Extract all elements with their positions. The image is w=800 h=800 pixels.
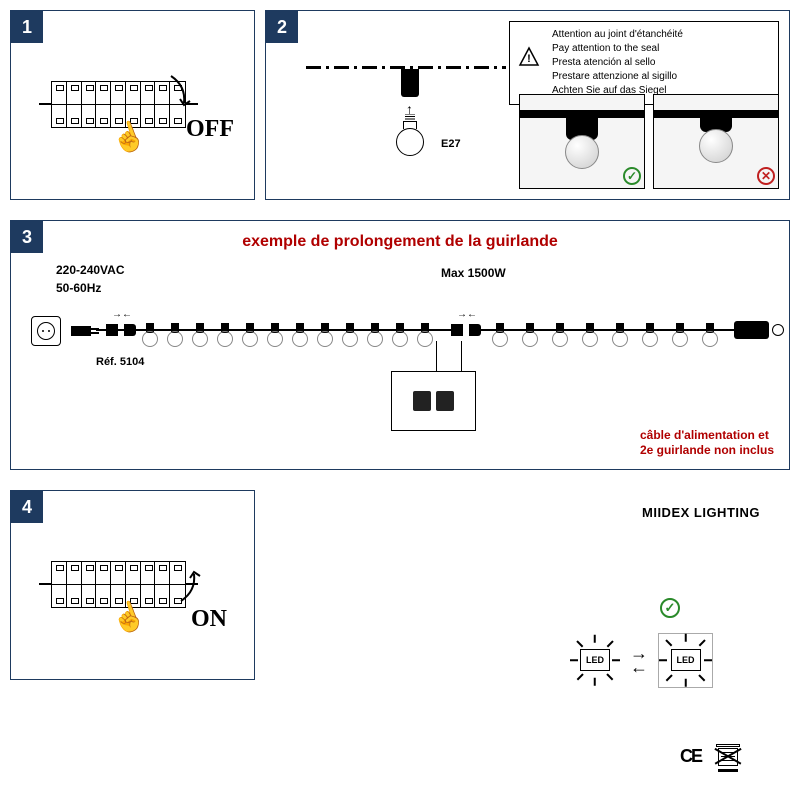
- step-4-panel: 4 ☝ ON: [10, 490, 255, 680]
- bulb-icon: [342, 331, 358, 347]
- bulb-icon: [417, 331, 433, 347]
- exclusion-note: câble d'alimentation et 2e guirlande non…: [640, 428, 774, 459]
- endcap-icon: [734, 321, 769, 339]
- off-label: OFF: [186, 116, 234, 143]
- cross-icon: ✕: [757, 167, 775, 185]
- comparison-row: ✓ ✕: [519, 94, 779, 189]
- bulb-icon: [612, 331, 628, 347]
- weee-icon: [716, 742, 740, 770]
- bulb-icon: [522, 331, 538, 347]
- led-replaceable-icon: LED ✓ →← LED: [570, 620, 770, 700]
- arrow-up-icon: [176, 566, 206, 606]
- wire-left: [39, 103, 51, 105]
- warn-fr: Attention au joint d'étanchéité: [552, 28, 772, 42]
- step-2-panel: 2 ↑ E27 ! Attention au joint d'étanchéit…: [265, 10, 790, 200]
- bulb-icon: [702, 331, 718, 347]
- step-1-panel: 1 ☝ OFF: [10, 10, 255, 200]
- bulb-icon: [317, 331, 333, 347]
- bulb-icon: [292, 331, 308, 347]
- note-line2: 2e guirlande non inclus: [640, 443, 774, 459]
- bulb-icon: [367, 331, 383, 347]
- socket-icon: [401, 69, 419, 97]
- voltage-value: 220-240VAC: [56, 261, 124, 279]
- swap-arrows-icon: ✓ →←: [630, 646, 648, 675]
- correct-install-icon: ✓: [519, 94, 645, 189]
- bulb-icon: [672, 331, 688, 347]
- step-number: 2: [266, 11, 298, 43]
- plug-icon: [71, 326, 91, 336]
- e27-label: E27: [441, 138, 461, 150]
- bulb-icon: [392, 331, 408, 347]
- warn-it: Prestare attenzione al sigillo: [552, 70, 772, 84]
- bulb-icon: [217, 331, 233, 347]
- warn-es: Presta atención al sello: [552, 56, 772, 70]
- voltage-label: 220-240VAC 50-60Hz: [56, 261, 124, 297]
- bulb-icon: [242, 331, 258, 347]
- warn-en: Pay attention to the seal: [552, 42, 772, 56]
- bulb-icon: [492, 331, 508, 347]
- step-number: 3: [11, 221, 43, 253]
- connector-detail-icon: [391, 371, 476, 431]
- warning-icon: !: [518, 46, 540, 68]
- led-bulb-boxed-icon: LED: [658, 633, 713, 688]
- bulb-icon: [167, 331, 183, 347]
- bulb-icon: [394, 116, 426, 161]
- outlet-icon: [31, 316, 61, 346]
- note-line1: câble d'alimentation et: [640, 428, 774, 444]
- arrow-down-icon: [166, 71, 196, 111]
- led-bulb-icon: LED: [570, 635, 620, 685]
- callout-line: [436, 341, 437, 371]
- compliance-row: CE: [680, 742, 740, 770]
- ce-mark-icon: CE: [680, 746, 701, 767]
- bulb-icon: [582, 331, 598, 347]
- callout-line: [461, 341, 462, 371]
- svg-text:!: !: [527, 53, 531, 65]
- check-icon: ✓: [623, 167, 641, 185]
- bulb-icon: [142, 331, 158, 347]
- bulb-icon: [642, 331, 658, 347]
- bulb-icon: [192, 331, 208, 347]
- wrong-install-icon: ✕: [653, 94, 779, 189]
- extension-title: exemple de prolongement de la guirlande: [242, 233, 558, 251]
- warning-box: ! Attention au joint d'étanchéité Pay at…: [509, 21, 779, 105]
- check-icon: ✓: [660, 598, 680, 618]
- bulb-icon: [267, 331, 283, 347]
- max-power-label: Max 1500W: [441, 266, 506, 280]
- wire-left: [39, 583, 51, 585]
- step-3-panel: 3 exemple de prolongement de la guirland…: [10, 220, 790, 470]
- garland-wire-2: [471, 329, 741, 331]
- brand-label: MIIDEX LIGHTING: [642, 505, 760, 520]
- ref-label: Réf. 5104: [96, 356, 144, 368]
- bulb-icon: [552, 331, 568, 347]
- step-number: 4: [11, 491, 43, 523]
- on-label: ON: [191, 606, 227, 633]
- frequency-value: 50-60Hz: [56, 279, 124, 297]
- step-number: 1: [11, 11, 43, 43]
